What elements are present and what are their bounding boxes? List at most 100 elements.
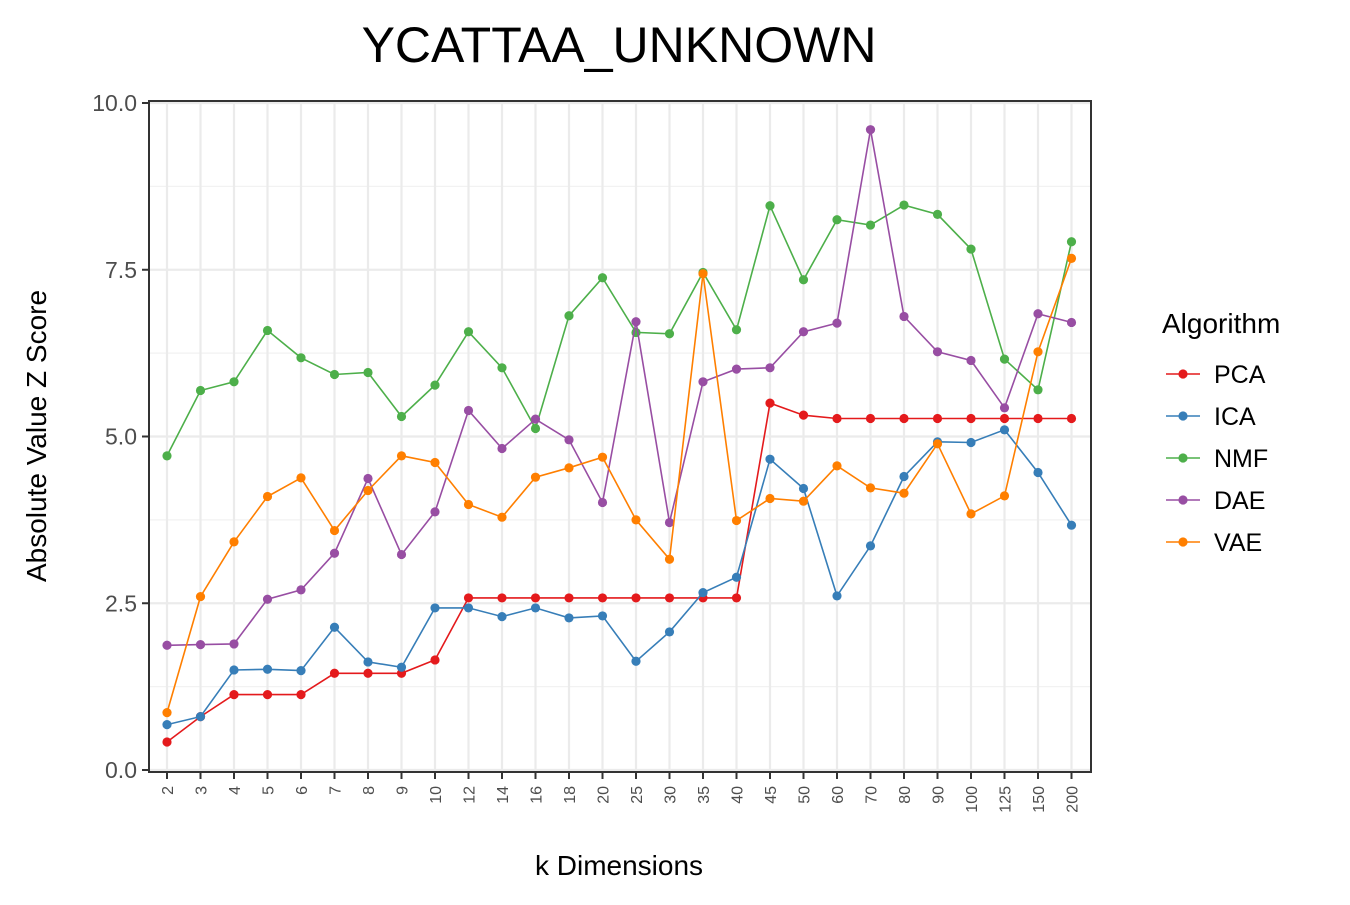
series-group [162,125,1077,747]
data-point-vae [229,537,239,547]
data-point-nmf [765,201,775,211]
data-point-dae [1033,309,1043,319]
legend-key-point [1178,411,1188,421]
x-tick-label: 100 [964,786,981,813]
x-tick-label: 12 [462,786,479,804]
data-point-pca [497,593,507,603]
data-point-pca [564,593,574,603]
data-point-pca [530,593,541,603]
data-point-nmf [597,273,608,283]
axes: 0.02.55.07.510.02 3 4 5 6 7 8 9 10 12 14 16 18 20 25 30… [92,90,1081,813]
data-point-ica [798,483,809,494]
data-point-nmf [530,423,541,434]
data-point-ica [731,572,742,582]
data-point-pca [262,690,273,700]
y-tick-label: 10.0 [92,90,137,116]
data-point-dae [597,497,608,508]
data-point-pca [463,593,474,603]
data-point-pca [899,413,909,424]
x-tick-label: 35 [696,786,713,804]
data-point-nmf [296,353,306,363]
data-point-dae [296,585,306,595]
x-tick-label: 80 [897,786,914,804]
series-line-nmf [166,203,1073,457]
legend-label: NMF [1214,445,1268,473]
data-point-pca [765,398,775,408]
data-point-vae [530,472,541,482]
x-tick-label: 7 [328,786,345,795]
data-point-dae [329,548,340,558]
data-point-nmf [229,377,239,387]
data-point-dae [1066,317,1077,328]
data-point-dae [966,355,976,366]
x-tick-label: 6 [294,786,311,795]
x-tick-label: 50 [797,786,814,804]
y-axis-label: Absolute Value Z Score [21,290,52,582]
series-line-vae [166,258,1073,713]
x-tick-label: 200 [1065,786,1082,813]
data-point-vae [698,269,708,279]
data-point-vae [497,512,507,522]
x-tick-label: 25 [629,786,646,804]
data-point-dae [463,405,474,416]
data-point-pca [430,655,440,665]
data-point-pca [731,593,742,603]
data-point-vae [765,493,775,504]
data-point-pca [999,413,1010,424]
data-point-vae [865,483,876,493]
legend-key-point [1178,453,1188,463]
data-point-dae [865,125,876,135]
data-point-nmf [1066,237,1077,247]
data-point-pca [932,413,943,424]
series-pca [162,398,1077,747]
data-point-nmf [363,367,373,378]
data-point-vae [162,708,172,718]
data-point-ica [329,622,340,632]
data-point-ica [396,662,407,672]
x-tick-label: 14 [495,786,512,804]
data-point-vae [296,473,306,483]
data-point-vae [463,499,474,510]
data-point-ica [899,471,909,482]
data-point-dae [631,317,641,327]
data-point-dae [899,311,909,322]
data-point-nmf [664,329,675,339]
data-point-ica [865,541,876,551]
data-point-dae [396,549,407,560]
data-point-dae [430,507,440,517]
data-point-ica [664,627,675,637]
legend-label: PCA [1214,361,1266,389]
series-dae [162,125,1077,650]
data-point-vae [631,515,641,525]
x-tick-label: 70 [864,786,881,804]
data-point-dae [999,403,1010,413]
data-point-nmf [932,209,943,219]
data-point-nmf [966,244,976,254]
data-point-pca [798,410,809,420]
data-point-dae [162,640,172,650]
data-point-pca [966,413,976,424]
chart-title: YCATTAA_UNKNOWN [362,17,877,73]
data-point-ica [430,603,440,613]
data-point-nmf [430,380,440,390]
data-point-ica [999,425,1010,435]
x-tick-label: 4 [227,786,244,795]
series-ica [162,425,1077,730]
data-point-dae [564,435,574,445]
data-point-vae [195,591,206,602]
data-point-dae [530,414,541,424]
data-point-nmf [999,354,1010,364]
y-tick-label: 0.0 [105,757,137,783]
data-point-vae [396,451,407,461]
data-point-nmf [564,311,574,321]
series-nmf [162,200,1077,461]
data-point-dae [363,473,373,484]
data-point-ica [195,712,206,722]
data-point-vae [798,496,809,506]
data-point-pca [1066,413,1077,424]
data-point-ica [229,665,239,675]
x-tick-label: 10 [428,786,445,804]
data-point-ica [363,657,373,667]
